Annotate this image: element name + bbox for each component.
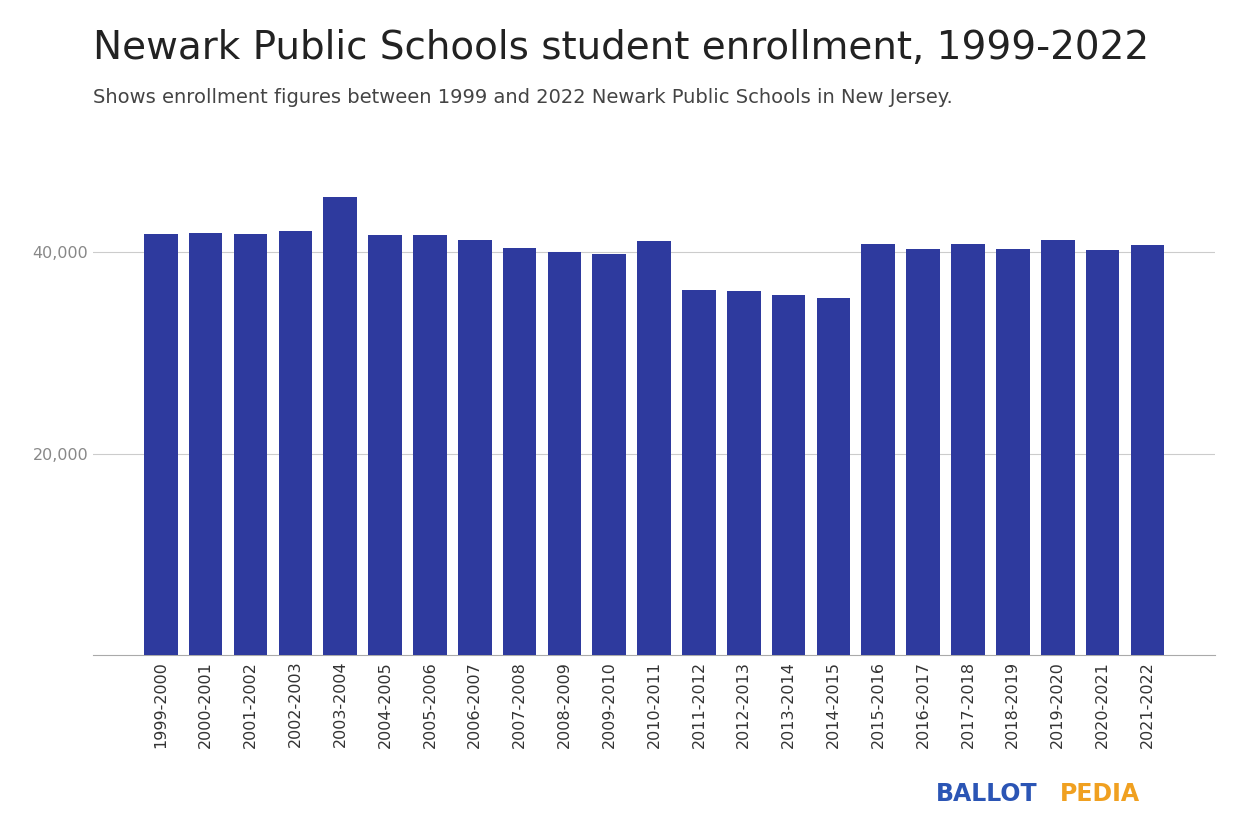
Bar (324, 197, 357, 655)
Bar (862, 244, 895, 655)
Bar (682, 291, 715, 655)
Bar (996, 249, 1029, 655)
Text: BALLOT: BALLOT (936, 782, 1038, 806)
Text: PEDIA: PEDIA (1060, 782, 1141, 806)
Text: Shows enrollment figures between 1999 and 2022 Newark Public Schools in New Jers: Shows enrollment figures between 1999 an… (93, 88, 952, 108)
Bar (817, 298, 851, 655)
Bar (951, 244, 985, 655)
Text: Newark Public Schools student enrollment, 1999-2022: Newark Public Schools student enrollment… (93, 29, 1149, 67)
Bar (593, 254, 626, 655)
Bar (637, 241, 671, 655)
Bar (233, 234, 268, 655)
Bar (548, 252, 582, 655)
Bar (727, 291, 760, 655)
Bar (1086, 250, 1120, 655)
Bar (502, 248, 537, 655)
Bar (279, 231, 312, 655)
Bar (368, 235, 402, 655)
Bar (771, 296, 806, 655)
Bar (1040, 240, 1075, 655)
Bar (1131, 245, 1164, 655)
Bar (906, 249, 940, 655)
Bar (458, 240, 491, 655)
Bar (144, 234, 177, 655)
Bar (188, 233, 222, 655)
Bar (413, 235, 446, 655)
